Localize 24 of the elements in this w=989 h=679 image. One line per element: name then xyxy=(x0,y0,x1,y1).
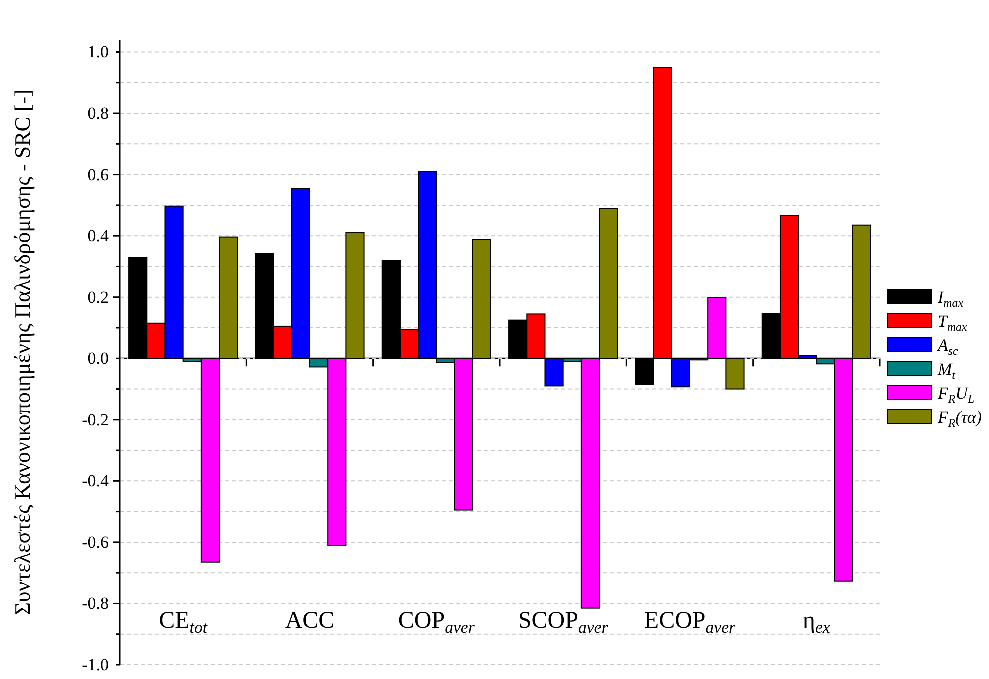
y-tick-label: 0.2 xyxy=(88,288,109,307)
x-tick-label: COP$_{aver}$ xyxy=(398,608,476,638)
y-tick-label: 0.4 xyxy=(88,226,110,246)
x-tick-label: SCOP$_{aver}$ xyxy=(518,608,609,638)
y-tick-label: 0.0 xyxy=(88,349,109,368)
x-tick-label: CE$_{tot}$ xyxy=(159,608,208,638)
y-tick-label: -0.2 xyxy=(82,410,109,430)
legend-label: I$_{max}$ xyxy=(937,288,964,310)
legend-label: T$_{max}$ xyxy=(938,312,968,334)
legend-label: F$_{R}$(τα) xyxy=(937,408,982,430)
legend-label: A$_{sc}$ xyxy=(937,336,960,358)
y-tick-label: -0.8 xyxy=(82,594,109,614)
legend-label: M$_{t}$ xyxy=(937,360,956,382)
y-tick-label: -0.4 xyxy=(82,472,110,491)
legend-label: F$_{R}$U$_{L}$ xyxy=(937,384,975,406)
y-tick-label: -1.0 xyxy=(82,655,109,674)
x-tick-label: ECOP$_{aver}$ xyxy=(644,608,736,638)
x-tick-label: η$_{ex}$ xyxy=(802,608,831,638)
y-tick-label: 0.6 xyxy=(88,165,109,184)
y-tick-label: 1.0 xyxy=(88,42,109,62)
y-axis-title: Συντελεστές Κανονικοποιημένης Παλινδρόμησης - SRC [-] xyxy=(10,90,35,616)
x-tick-label: ACC xyxy=(285,608,335,634)
y-tick-label: -0.6 xyxy=(82,532,109,552)
y-tick-label: 0.8 xyxy=(88,104,109,123)
